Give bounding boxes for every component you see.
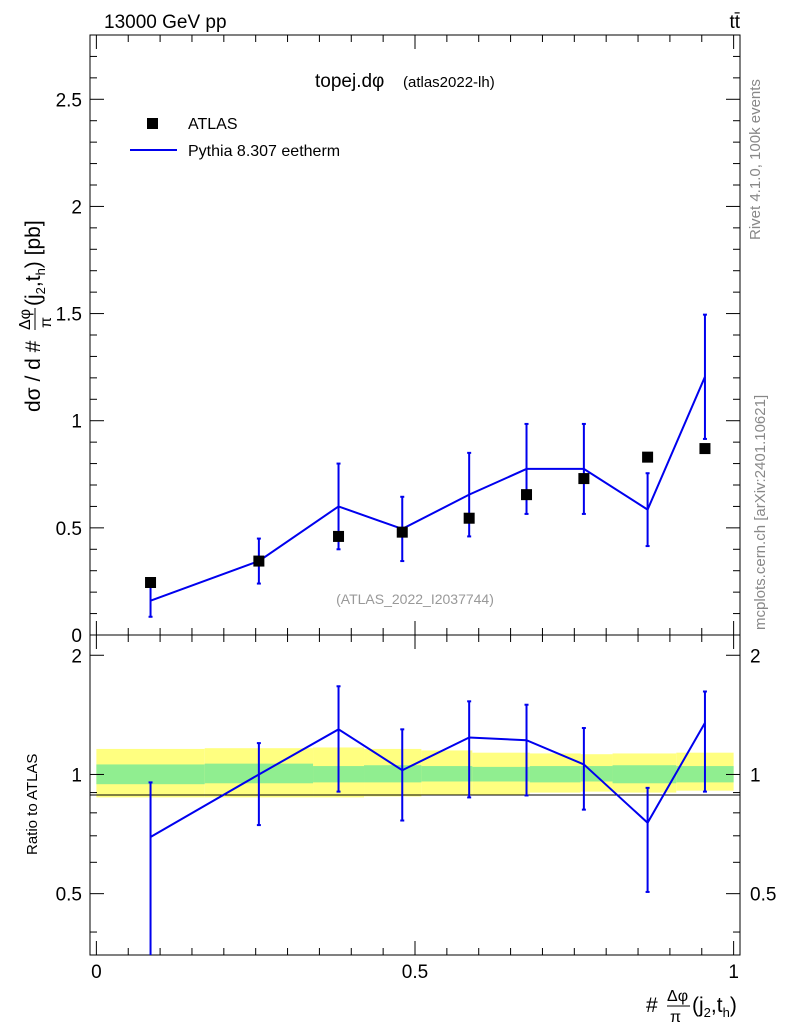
main-panel: 0 0.5 1 1.5 2 2.5 topej.dφ (atlas2022-lh) (AT… <box>17 34 741 647</box>
data-point <box>642 451 654 463</box>
data-point <box>333 530 345 542</box>
process-label: tt̄ <box>729 12 740 33</box>
plot-title-suffix: (atlas2022-lh) <box>403 74 495 91</box>
ratio-xtick-label: 0.5 <box>402 962 428 983</box>
main-ytick-label: 0 <box>71 626 82 647</box>
ratio-ticks <box>90 635 740 955</box>
main-ytick-label: 2 <box>71 197 82 218</box>
rivet-label: Rivet 4.1.0, 100k events <box>747 79 764 240</box>
data-point <box>145 577 157 588</box>
ratio-panel: 0.5 0.51 12 2 0 0.5 1 Ratio to ATLAS # Δφ π (… <box>24 634 777 1024</box>
inner-band-segment <box>96 764 205 785</box>
main-ylabel-frac-den: π <box>38 317 55 328</box>
ratio-ytick-label-right: 2 <box>750 646 761 667</box>
ratio-ytick-labels: 0.5 0.5 1 1 2 2 <box>56 646 777 905</box>
analysis-watermark: (ATLAS_2022_I2037744) <box>336 591 494 607</box>
main-ylabel: dσ / d # Δφ π (j2,th) [pb] <box>17 220 55 412</box>
inner-band-segment <box>529 766 581 783</box>
inner-band-segment <box>364 765 422 783</box>
ratio-ytick-label-right: 0.5 <box>750 885 776 906</box>
ratio-xtick-labels: 0 0.5 1 <box>91 962 739 983</box>
data-series <box>145 443 711 588</box>
ratio-xlabel: # Δφ π (j2,th) <box>646 988 737 1024</box>
ratio-xtick-label: 1 <box>728 962 739 983</box>
main-ytick-labels: 0 0.5 1 1.5 2 2.5 <box>56 90 82 647</box>
data-point <box>253 555 265 567</box>
data-point <box>521 489 533 501</box>
ratio-xlabel-frac-den: π <box>670 1009 681 1024</box>
energy-label: 13000 GeV pp <box>104 12 227 33</box>
plot-title: topej.dφ <box>315 71 384 92</box>
main-ylabel-frac-num: Δφ <box>17 309 34 330</box>
main-ytick-label: 1.5 <box>56 305 82 326</box>
ratio-xlabel-hash: # <box>646 994 658 1017</box>
uncertainty-bands <box>96 747 734 798</box>
main-ticks <box>90 34 740 636</box>
ratio-ytick-label-left: 1 <box>71 765 82 786</box>
legend: ATLAS Pythia 8.307 eetherm <box>130 116 340 160</box>
ratio-ytick-label-right: 1 <box>750 765 761 786</box>
main-ytick-label: 0.5 <box>56 519 82 540</box>
inner-band-segment <box>612 765 677 784</box>
data-point <box>396 526 408 538</box>
mc-series <box>148 313 707 618</box>
main-ytick-label: 2.5 <box>56 90 82 111</box>
ratio-ytick-label-left: 2 <box>71 646 82 667</box>
ratio-mc-series <box>148 685 707 955</box>
legend-atlas-label: ATLAS <box>188 116 238 133</box>
inner-band-segment <box>421 766 473 782</box>
ratio-xlabel-rest: (j2,th) <box>692 994 737 1020</box>
data-point <box>463 512 475 524</box>
inner-band-segment <box>472 766 530 782</box>
legend-atlas-marker <box>147 118 158 129</box>
inner-band-segment <box>580 766 613 782</box>
mcplots-label: mcplots.cern.ch [arXiv:2401.10621] <box>752 395 769 630</box>
mc-line <box>150 376 706 602</box>
main-ytick-label: 1 <box>71 412 82 433</box>
main-ylabel-rest: (j2,th) [pb] <box>22 220 48 306</box>
main-ylabel-text: dσ / d # <box>22 340 45 412</box>
ratio-xtick-label: 0 <box>91 962 102 983</box>
data-point <box>699 443 711 455</box>
ratio-xlabel-frac-num: Δφ <box>667 988 688 1005</box>
ratio-ytick-label-left: 0.5 <box>56 885 82 906</box>
legend-mc-label: Pythia 8.307 eetherm <box>188 143 340 160</box>
ratio-ylabel: Ratio to ATLAS <box>24 754 41 855</box>
data-point <box>578 473 590 485</box>
